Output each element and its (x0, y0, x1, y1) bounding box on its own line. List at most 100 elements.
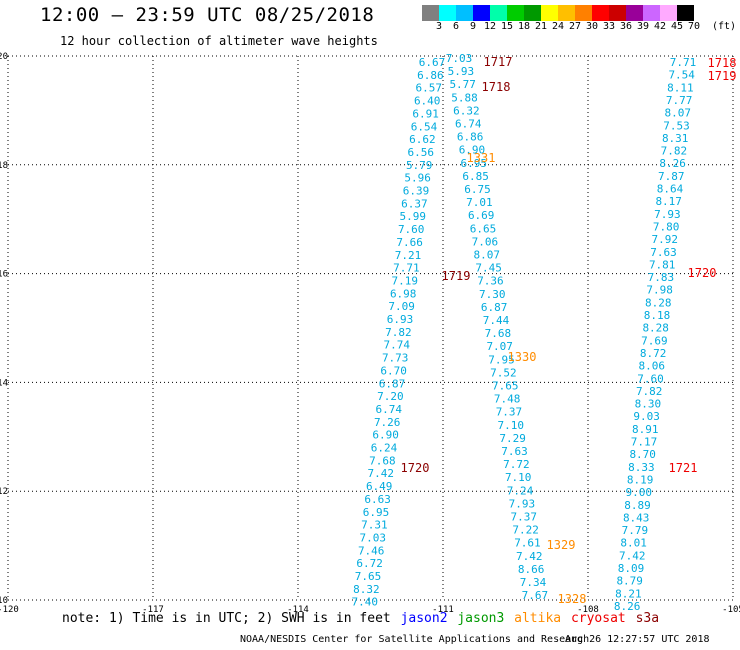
wave-height-value: 9.00 (626, 486, 653, 499)
wave-height-value: 7.36 (477, 275, 504, 288)
legend-swatch (592, 5, 609, 21)
wave-height-value: 7.10 (505, 471, 532, 484)
wave-height-value: 6.75 (464, 183, 491, 196)
wave-height-value: 8.72 (640, 347, 667, 360)
legend-swatch (524, 5, 541, 21)
latitude-tick-label: 20 (0, 52, 8, 62)
wave-height-value: 8.26 (614, 600, 641, 613)
pass-time-label: 1329 (547, 538, 576, 552)
legend-value-label: 18 (518, 21, 531, 32)
legend-swatch (626, 5, 643, 21)
map-axis-labels: -120 -117 -114 -111 -108 -105 10 12 14 16 18 20 (0, 52, 740, 615)
wave-height-value: 6.65 (470, 222, 497, 235)
wave-height-value: 6.24 (371, 442, 398, 455)
wave-height-value: 7.81 (649, 258, 676, 271)
pass-time-label: 1719 (442, 269, 471, 283)
map-subtitle: 12 hour collection of altimeter wave hei… (60, 34, 378, 48)
legend-value-label: 42 (654, 21, 667, 32)
wave-height-value: 7.48 (494, 393, 521, 406)
pass-time-label: 1720 (401, 461, 430, 475)
wave-height-value: 7.40 (352, 596, 379, 609)
wave-height-value: 5.79 (406, 159, 433, 172)
wave-height-value: 7.69 (641, 334, 668, 347)
map-grid (7, 55, 734, 601)
wave-height-value: 7.24 (507, 484, 534, 497)
wave-height-value: 7.83 (648, 271, 675, 284)
pass-time-label: 1331 (467, 151, 496, 165)
wave-height-value: 7.68 (369, 454, 396, 467)
jason2-label: jason2 (400, 611, 448, 626)
legend-value-label: 24 (552, 21, 565, 32)
legend-value-label: 6 (453, 21, 460, 32)
legend-value-label: 36 (620, 21, 633, 32)
latitude-tick-label: 14 (0, 378, 8, 388)
legend-value-label: 70 (688, 21, 701, 32)
wave-height-value: 7.26 (374, 416, 401, 429)
wave-height-value: 7.21 (395, 249, 422, 262)
wave-height-value: 7.03 (446, 52, 473, 65)
wave-height-value: 6.49 (366, 480, 393, 493)
color-scale-legend (422, 5, 694, 21)
latitude-tick-label: 18 (0, 161, 8, 171)
wave-height-value: 6.90 (372, 429, 399, 442)
wave-height-value: 6.98 (390, 287, 417, 300)
wave-height-value: 8.43 (623, 511, 650, 524)
legend-value-label: 33 (603, 21, 616, 32)
pass-time-label: 1719 (708, 69, 737, 83)
wave-height-value: 6.90 (459, 144, 486, 157)
wave-height-value: 6.32 (453, 104, 480, 117)
wave-height-value: 7.01 (466, 196, 493, 209)
legend-swatch (609, 5, 626, 21)
longitude-tick-label: -114 (287, 605, 309, 615)
note-text: note: 1) Time is in UTC; 2) SWH is in fe… (62, 611, 391, 626)
wave-height-value: 7.72 (503, 458, 530, 471)
wave-height-value: 7.82 (661, 145, 688, 158)
cryosat-label: cryosat (570, 611, 626, 626)
wave-height-value: 6.95 (363, 506, 390, 519)
wave-height-value: 7.93 (509, 497, 536, 510)
legend-value-label: 39 (637, 21, 650, 32)
legend-value-label: 15 (501, 21, 514, 32)
wave-height-value: 7.77 (666, 94, 693, 107)
wave-height-value: 7.61 (514, 537, 541, 550)
wave-height-value: 6.72 (356, 557, 383, 570)
altika-label: altika (514, 611, 562, 626)
wave-height-value: 8.01 (620, 537, 647, 550)
wave-height-value: 8.66 (518, 563, 545, 576)
legend-swatch (456, 5, 473, 21)
wave-height-value: 8.06 (639, 360, 666, 373)
pass-time-label: 1330 (508, 350, 537, 364)
legend-value-label: 21 (535, 21, 548, 32)
wave-height-value: 7.42 (368, 467, 395, 480)
legend-swatch (643, 5, 660, 21)
footer-credit: NOAA/NESDIS Center for Satellite Applica… (240, 634, 590, 645)
wave-height-value: 7.60 (637, 372, 664, 385)
legend-note: note: 1) Time is in UTC; 2) SWH is in fe… (62, 611, 661, 626)
wave-height-value: 7.68 (485, 327, 512, 340)
wave-height-value: 6.63 (364, 493, 391, 506)
wave-height-value: 7.42 (619, 549, 646, 562)
wave-height-value: 8.07 (665, 107, 692, 120)
longitude-tick-label: -120 (0, 605, 19, 615)
s3a-label: s3a (635, 611, 660, 626)
wave-height-value: 6.39 (403, 185, 430, 198)
wave-height-value: 7.74 (384, 339, 411, 352)
wave-height-value: 7.60 (398, 223, 425, 236)
legend-value-label: 9 (470, 21, 477, 32)
wave-height-value: 5.96 (404, 172, 431, 185)
wave-height-value: 7.82 (636, 385, 663, 398)
wave-height-value: 7.65 (492, 380, 519, 393)
wave-height-value: 7.06 (472, 235, 499, 248)
altimeter-tracks: 6.676.866.576.406.916.546.626.565.795.96… (352, 52, 697, 613)
jason3-label: jason3 (457, 611, 505, 626)
wave-height-value: 8.91 (632, 423, 659, 436)
longitude-tick-label: -117 (142, 605, 164, 615)
wave-height-value: 8.32 (353, 583, 380, 596)
pass-time-label: 1328 (558, 592, 587, 606)
pass-time-labels: 1717171813311719133017201329132817181719… (401, 55, 737, 606)
wave-height-value: 8.09 (618, 562, 645, 575)
color-scale-labels: 3 6 9 12 15 18 21 24 27 30 33 36 39 42 45 70 (ft) (422, 21, 740, 35)
wave-height-value: 7.45 (475, 262, 502, 275)
wave-height-value: 7.30 (479, 288, 506, 301)
